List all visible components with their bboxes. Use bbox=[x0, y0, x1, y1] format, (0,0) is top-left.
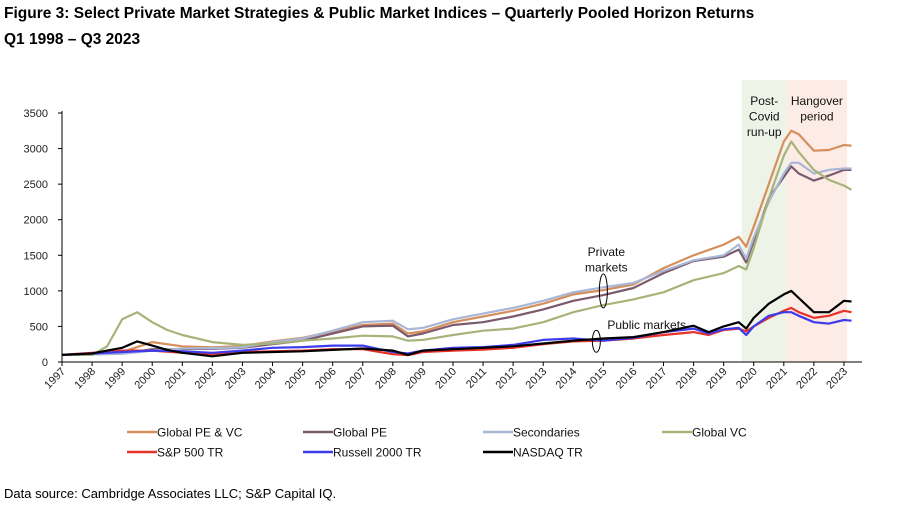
annotation-label: markets bbox=[585, 261, 628, 275]
x-tick-label: 2002 bbox=[193, 366, 219, 392]
x-tick-label: 2020 bbox=[734, 366, 760, 392]
x-tick-label: 2003 bbox=[223, 366, 249, 392]
x-tick-label: 2019 bbox=[704, 366, 730, 392]
series-line-global-pe-vc bbox=[61, 129, 852, 356]
x-tick-label: 1997 bbox=[42, 366, 68, 392]
x-tick-label: 2017 bbox=[644, 366, 670, 392]
y-tick-label: 0 bbox=[42, 357, 48, 369]
x-tick-label: 2010 bbox=[433, 366, 459, 392]
x-tick-label: 2014 bbox=[554, 366, 580, 392]
legend-label: Russell 2000 TR bbox=[333, 446, 422, 460]
x-tick-label: 2018 bbox=[674, 366, 700, 392]
shaded-region-label: run-up bbox=[747, 125, 782, 139]
x-tick-label: 2005 bbox=[283, 366, 309, 392]
legend-label: Global VC bbox=[692, 426, 747, 440]
legend-label: Secondaries bbox=[513, 426, 580, 440]
y-tick-label: 2500 bbox=[24, 179, 48, 191]
shaded-region-0 bbox=[741, 80, 787, 362]
legend: Global PE & VC Global PE Secondaries Global… bbox=[127, 426, 747, 460]
annotation-oval bbox=[591, 329, 601, 353]
x-tick-label: 2001 bbox=[163, 366, 189, 392]
shaded-region-label: Hangover bbox=[791, 94, 843, 108]
x-tick-label: 2015 bbox=[584, 366, 610, 392]
y-tick-label: 1000 bbox=[24, 286, 48, 298]
annotation-oval bbox=[598, 273, 608, 309]
x-tick-label: 2006 bbox=[313, 366, 339, 392]
x-tick-label: 2022 bbox=[794, 366, 820, 392]
data-source-note: Data source: Cambridge Associates LLC; S… bbox=[4, 486, 337, 501]
legend-label: Global PE bbox=[333, 426, 387, 440]
shaded-region-label: period bbox=[800, 110, 833, 124]
series-line-russell-2000-tr bbox=[61, 311, 852, 356]
chart-subtitle: Q1 1998 – Q3 2023 bbox=[4, 31, 141, 48]
series-line-global-vc bbox=[62, 140, 853, 356]
chart-title: Figure 3: Select Private Market Strategi… bbox=[4, 5, 755, 22]
annotation-label: Public markets bbox=[607, 318, 686, 332]
x-tick-label: 1998 bbox=[72, 366, 98, 392]
x-tick-label: 2004 bbox=[253, 366, 279, 392]
y-tick-label: 3000 bbox=[24, 144, 48, 156]
annotations: Private markets Public markets bbox=[585, 245, 686, 353]
series-line-global-pe bbox=[61, 165, 852, 356]
annotation-label: Private bbox=[588, 245, 626, 259]
legend-label: NASDAQ TR bbox=[513, 446, 583, 460]
legend-label: S&P 500 TR bbox=[157, 446, 224, 460]
y-tick-label: 3500 bbox=[24, 108, 48, 120]
shaded-region-label: Post- bbox=[750, 94, 778, 108]
x-tick-label: 2012 bbox=[493, 366, 519, 392]
x-tick-label: 2009 bbox=[403, 366, 429, 392]
x-tick-label: 2007 bbox=[343, 366, 369, 392]
x-tick-label: 2000 bbox=[133, 366, 159, 392]
x-tick-label: 2013 bbox=[524, 366, 550, 392]
series-lines bbox=[61, 129, 853, 358]
series-line-secondaries bbox=[61, 161, 852, 356]
legend-label: Global PE & VC bbox=[157, 426, 243, 440]
x-tick-label: 2011 bbox=[464, 366, 489, 391]
y-tick-label: 1500 bbox=[24, 250, 48, 262]
shaded-region-label: Covid bbox=[749, 110, 780, 124]
x-tick-label: 2023 bbox=[824, 366, 850, 392]
y-tick-label: 500 bbox=[30, 321, 48, 333]
x-tick-label: 2016 bbox=[614, 366, 640, 392]
x-tick-label: 2008 bbox=[373, 366, 399, 392]
y-tick-label: 2000 bbox=[24, 215, 48, 227]
x-tick-label: 1999 bbox=[102, 366, 128, 392]
x-tick-label: 2021 bbox=[764, 366, 790, 392]
series-line-nasdaq-tr bbox=[61, 289, 852, 358]
